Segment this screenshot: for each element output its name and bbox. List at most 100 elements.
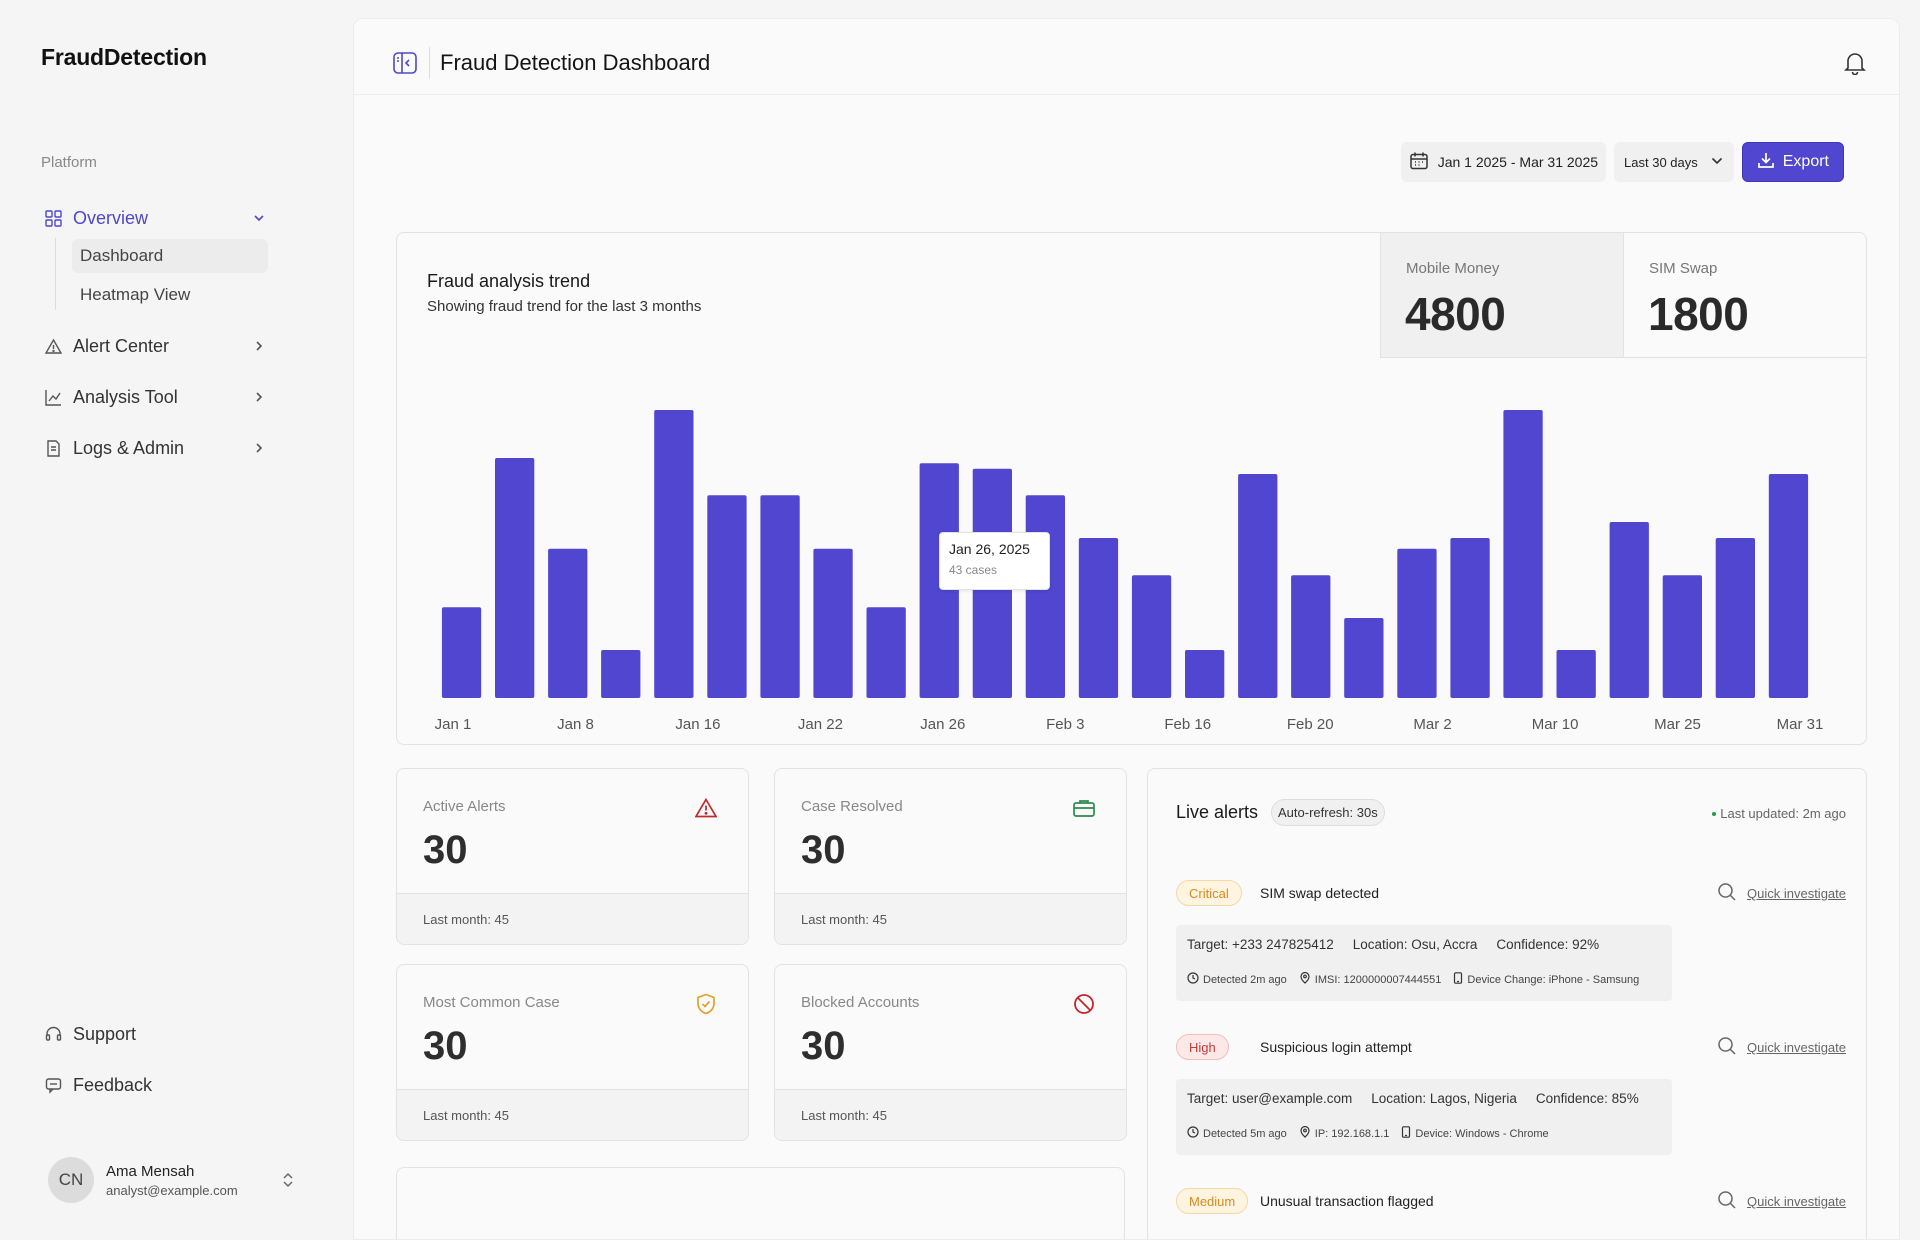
kpi-active-alerts[interactable]: Active Alerts 30 Last month: 45: [396, 768, 749, 945]
tooltip-value: 43 cases: [949, 563, 998, 577]
date-range-label: Jan 1 2025 - Mar 31 2025: [1437, 154, 1599, 170]
sidebar-item-label: Overview: [73, 207, 149, 228]
id-text: IP: 192.168.1.1: [1314, 1127, 1390, 1140]
stat-mobile-money[interactable]: Mobile Money 4800: [1380, 233, 1623, 358]
user-name: Ama Mensah: [106, 1162, 195, 1180]
alert-confidence: Confidence: 85%: [1535, 1091, 1639, 1106]
chart-bar[interactable]: [1662, 575, 1702, 698]
chart-bar[interactable]: [1238, 474, 1278, 698]
overview-subnav: Dashboard Heatmap View: [55, 238, 270, 310]
alert-detail: Target: user@example.com Location: Lagos…: [1176, 1079, 1672, 1155]
chart-bar[interactable]: [441, 607, 482, 698]
sidebar-item-feedback[interactable]: Feedback: [41, 1066, 269, 1104]
chart-bar[interactable]: [1185, 650, 1225, 698]
alert-title: Unusual transaction flagged: [1260, 1193, 1434, 1209]
subnav-item-heatmap[interactable]: Heatmap View: [80, 285, 191, 304]
alert-confidence: Confidence: 92%: [1496, 937, 1600, 952]
quick-investigate-link[interactable]: Quick investigate: [1717, 1190, 1846, 1213]
chart-title: Fraud analysis trend: [427, 271, 591, 291]
auto-refresh-badge[interactable]: Auto-refresh: 30s: [1271, 799, 1385, 826]
x-tick-label: Mar 10: [1532, 716, 1579, 733]
calendar-icon: [1409, 151, 1429, 174]
chart-bar[interactable]: [813, 548, 853, 698]
export-button[interactable]: Export: [1741, 142, 1844, 182]
chart-bar[interactable]: [1503, 410, 1543, 698]
main-panel: Fraud Detection Dashboard Jan 1 2025 - M…: [353, 18, 1900, 1240]
sidebar-item-overview[interactable]: Overview: [41, 199, 269, 237]
chevrons-up-down-icon[interactable]: [278, 1168, 298, 1192]
stat-sim-swap[interactable]: SIM Swap 1800: [1623, 233, 1866, 358]
bar-chart: Jan 1 Jan 8 Jan 16 Jan 22 Jan 26 Feb 3 Feb 16 F…: [435, 410, 1823, 733]
location-pin-icon: [1299, 971, 1311, 987]
chevron-right-icon: [249, 387, 269, 407]
chart-bar[interactable]: [1450, 538, 1490, 698]
chart-bar[interactable]: [1556, 650, 1596, 698]
brand-logo: FraudDetection: [41, 44, 207, 70]
quick-investigate-link[interactable]: Quick investigate: [1717, 1036, 1846, 1059]
chart-bar[interactable]: [1131, 575, 1172, 698]
alert-detected: Detected 2m ago: [1187, 972, 1287, 987]
chart-bar[interactable]: [1715, 538, 1755, 698]
toolbar-controls: Jan 1 2025 - Mar 31 2025 Last 30 days Ex…: [1400, 142, 1844, 182]
x-tick-label: Jan 26: [920, 716, 965, 733]
alert-title: Suspicious login attempt: [1260, 1039, 1412, 1055]
period-select[interactable]: Last 30 days: [1614, 142, 1734, 182]
kpi-most-common-case[interactable]: Most Common Case 30 Last month: 45: [396, 964, 749, 1141]
sidebar-item-label: Support: [73, 1023, 137, 1044]
chart-bar[interactable]: [548, 548, 588, 698]
chart-bar[interactable]: [1768, 474, 1809, 698]
chart-bar[interactable]: [707, 495, 747, 698]
chart-bar[interactable]: [1609, 522, 1649, 698]
chart-subtitle: Showing fraud trend for the last 3 month…: [427, 298, 702, 315]
chart-bar[interactable]: [654, 410, 694, 698]
bell-icon[interactable]: [1841, 49, 1869, 77]
headset-icon: [41, 1022, 65, 1046]
sidebar-item-alert-center[interactable]: Alert Center: [41, 327, 269, 365]
sidebar-item-label: Alert Center: [73, 335, 170, 356]
chart-bar[interactable]: [1078, 538, 1119, 698]
search-icon: [1717, 1036, 1737, 1059]
clock-icon: [1187, 1126, 1199, 1141]
quick-investigate-link[interactable]: Quick investigate: [1717, 882, 1846, 905]
chart-bar[interactable]: [1025, 495, 1065, 698]
briefcase-icon: [1072, 796, 1096, 820]
kpi-foot: Last month: 45: [397, 893, 748, 944]
chart-bar[interactable]: [760, 495, 800, 698]
tooltip-date: Jan 26, 2025: [949, 541, 1030, 557]
chevron-right-icon: [249, 438, 269, 458]
chart-bar[interactable]: [1397, 548, 1437, 698]
divider: [429, 47, 430, 79]
chart-bar[interactable]: [1344, 618, 1384, 698]
subnav-item-dashboard[interactable]: Dashboard: [72, 239, 268, 273]
kpi-foot: Last month: 45: [775, 1089, 1126, 1140]
user-email: analyst@example.com: [106, 1182, 238, 1198]
sidebar-item-logs-admin[interactable]: Logs & Admin: [41, 429, 269, 467]
kpi-value: 30: [801, 1024, 846, 1068]
kpi-case-resolved[interactable]: Case Resolved 30 Last month: 45: [774, 768, 1127, 945]
chevron-right-icon: [249, 336, 269, 356]
status-dot-icon: [1712, 811, 1717, 816]
fraud-trend-card: Fraud analysis trend Showing fraud trend…: [396, 232, 1867, 745]
kpi-label: Blocked Accounts: [801, 994, 920, 1011]
stat-label: Mobile Money: [1406, 260, 1500, 277]
date-range-picker[interactable]: Jan 1 2025 - Mar 31 2025: [1400, 142, 1607, 182]
quick-investigate-label: Quick investigate: [1747, 1194, 1846, 1209]
x-tick-label: Jan 8: [557, 716, 594, 733]
period-label: Last 30 days: [1624, 154, 1698, 170]
sidebar-toggle-icon[interactable]: [392, 50, 418, 76]
chart-tooltip: Jan 26, 2025 43 cases: [939, 532, 1050, 590]
x-tick-label: Jan 22: [798, 716, 843, 733]
user-menu[interactable]: CN Ama Mensah analyst@example.com: [48, 1155, 298, 1205]
shield-check-icon: [694, 992, 718, 1016]
device-text: Device Change: iPhone - Samsung: [1467, 973, 1640, 986]
severity-badge: Critical: [1176, 880, 1242, 906]
chart-bar[interactable]: [495, 458, 535, 698]
x-tick-label: Jan 1: [435, 716, 472, 733]
chart-bar[interactable]: [1291, 575, 1331, 698]
kpi-blocked-accounts[interactable]: Blocked Accounts 30 Last month: 45: [774, 964, 1127, 1141]
kpi-label: Active Alerts: [423, 798, 506, 815]
sidebar-item-analysis-tool[interactable]: Analysis Tool: [41, 378, 269, 416]
sidebar-item-support[interactable]: Support: [41, 1015, 269, 1053]
chart-bar[interactable]: [866, 607, 906, 698]
chart-bar[interactable]: [601, 650, 641, 698]
